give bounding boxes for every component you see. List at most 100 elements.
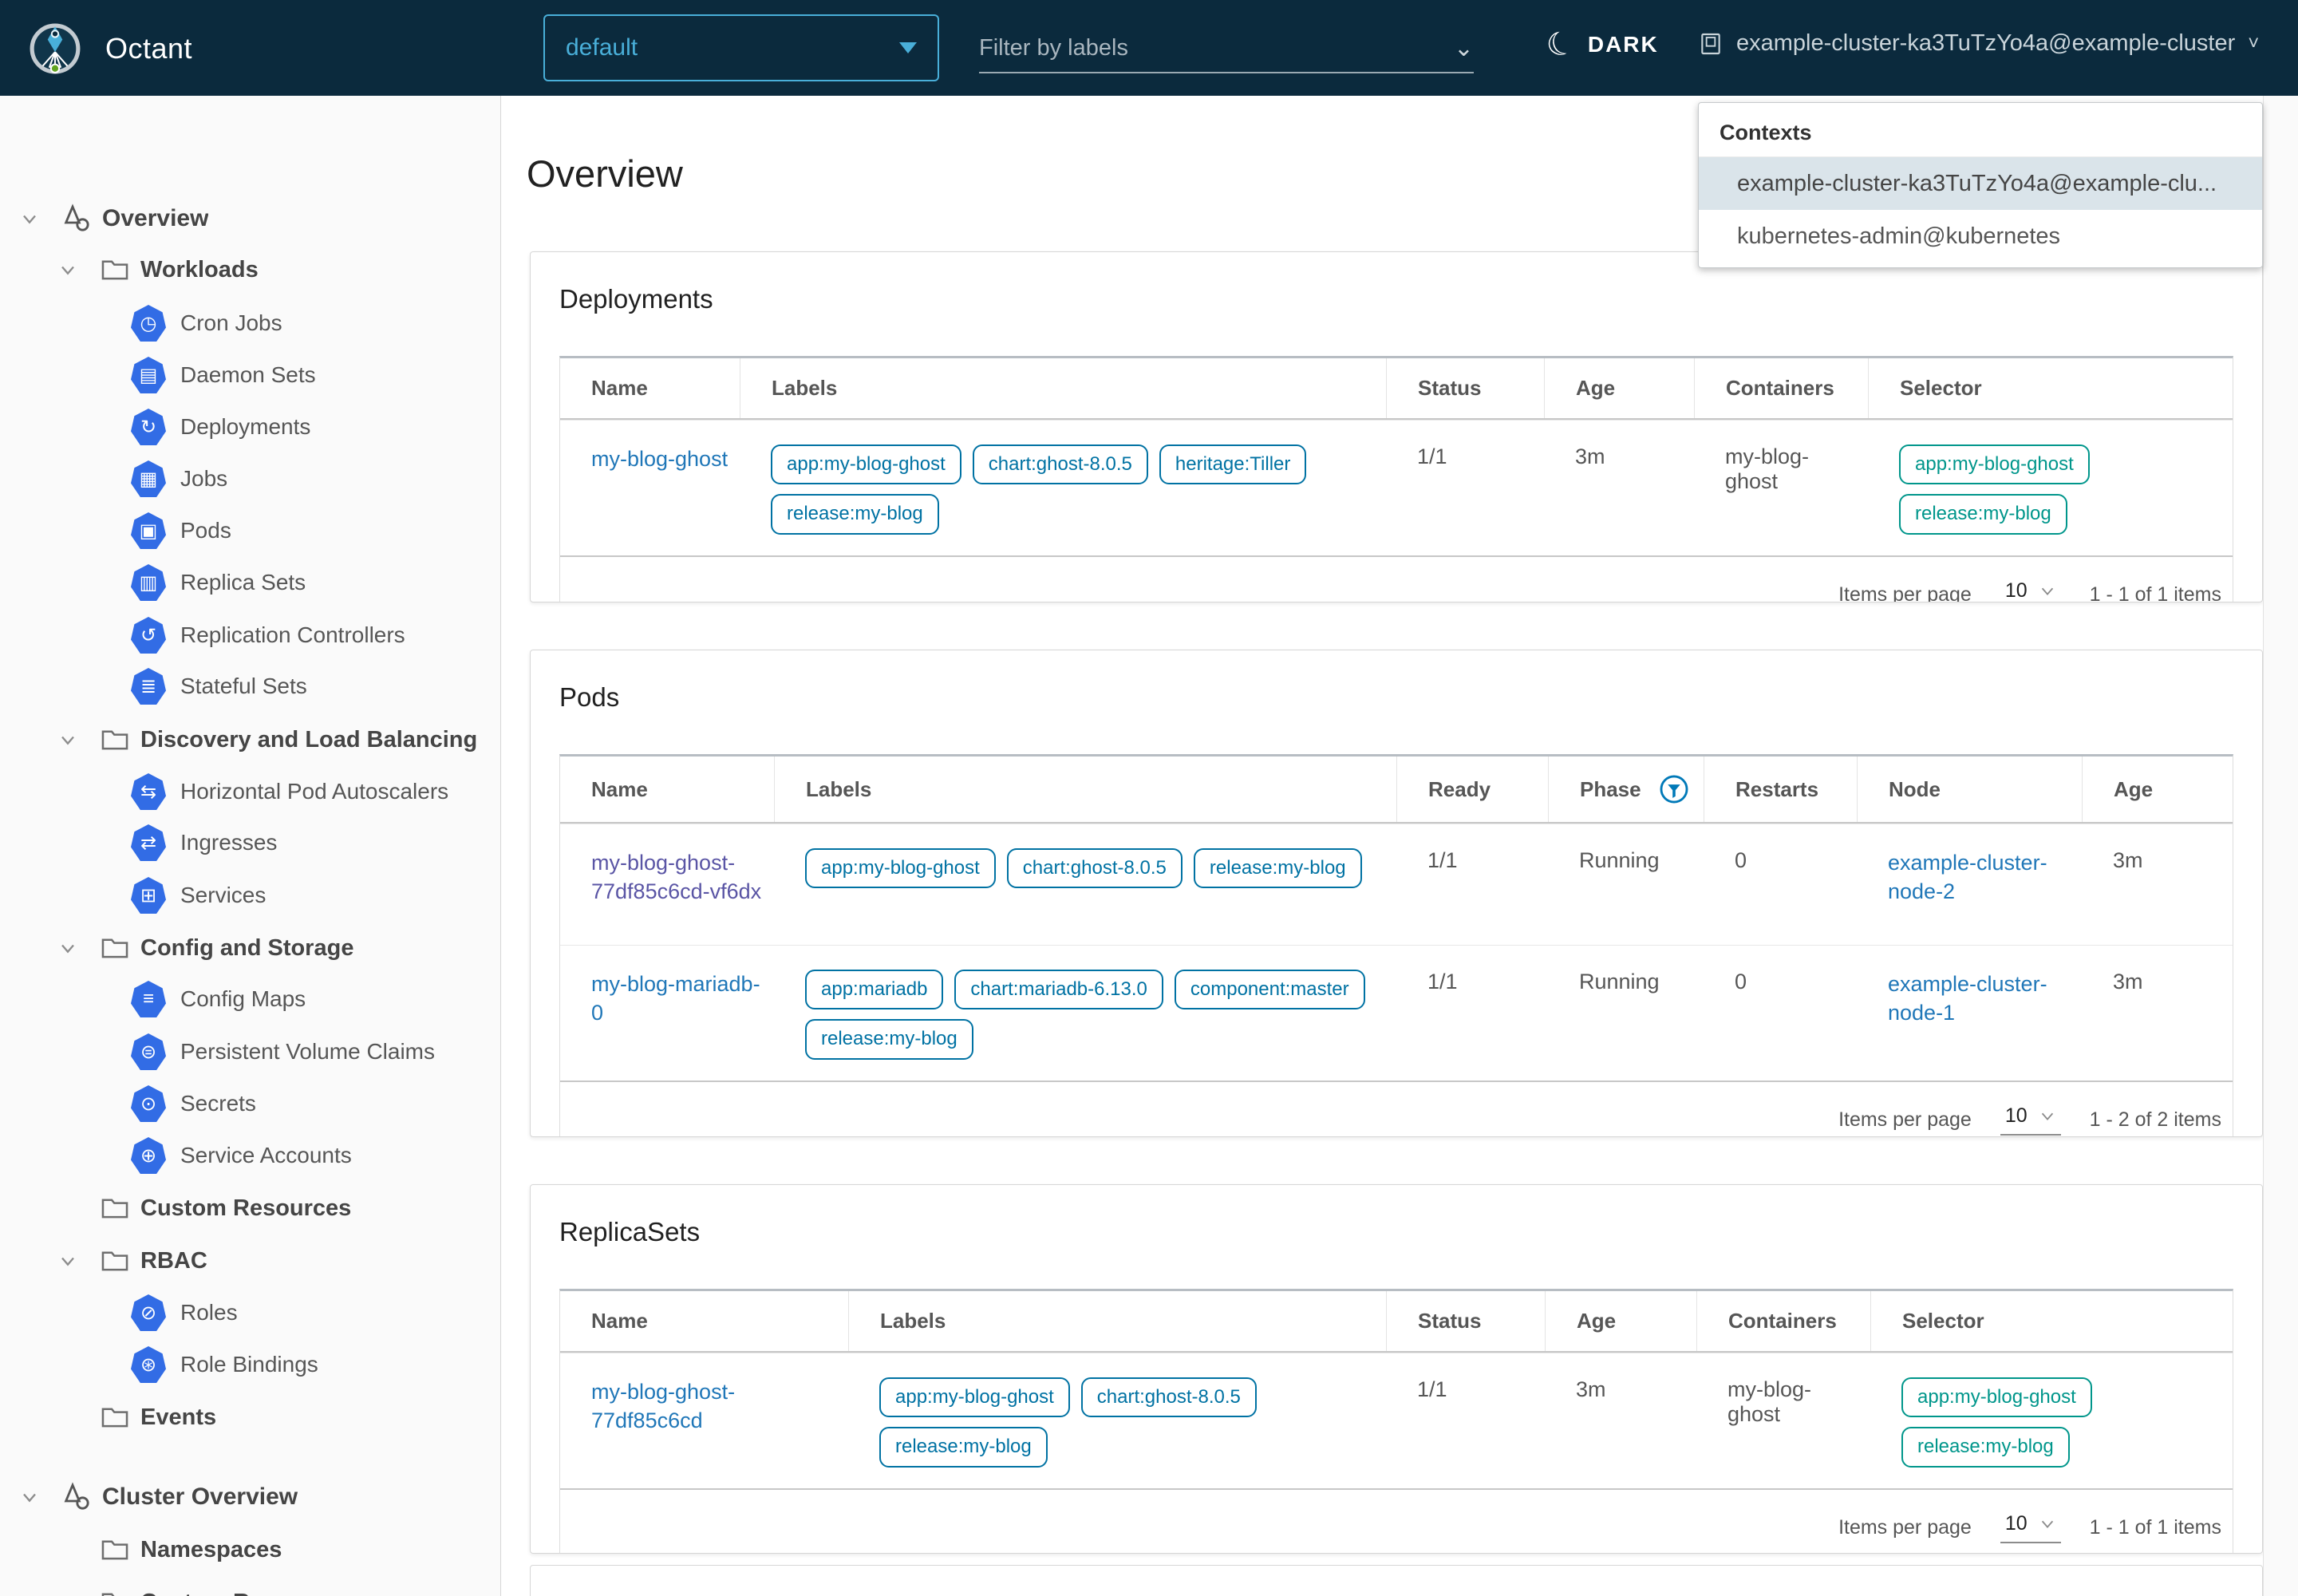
items-per-page-label: Items per page <box>1838 1515 1972 1539</box>
label-filter: ⌄ <box>979 24 1474 73</box>
node-link[interactable]: example-cluster-node-2 <box>1888 851 2047 904</box>
sidebar-item-workloads[interactable]: Workloads <box>0 244 500 295</box>
chevron-down-icon[interactable] <box>56 258 80 282</box>
column-header-status: Status <box>1386 358 1544 418</box>
ingresses-icon: ⇄ <box>131 824 166 861</box>
folder-icon <box>97 1532 132 1567</box>
jobs-icon: ▦ <box>131 460 166 497</box>
label-chip: component:master <box>1174 970 1365 1010</box>
label-chip: release:my-blog <box>805 1019 973 1060</box>
sidebar-item-replica-sets[interactable]: ▥ Replica Sets <box>0 557 500 608</box>
secrets-icon: ⊙ <box>131 1085 166 1122</box>
node-link[interactable]: example-cluster-node-1 <box>1888 972 2047 1025</box>
chevron-down-icon[interactable] <box>56 1590 80 1596</box>
sidebar-item-rbac[interactable]: RBAC <box>0 1235 500 1286</box>
sidebar-item-service-accounts[interactable]: ⊕ Service Accounts <box>0 1130 500 1181</box>
containers-cell: my-blog-ghost <box>1727 1377 1812 1426</box>
chevron-down-icon[interactable] <box>56 936 80 960</box>
table-row: my-blog-ghost app:my-blog-ghost chart:gh… <box>560 420 2233 555</box>
labels-cell: app:my-blog-ghost chart:ghost-8.0.5 rele… <box>774 824 1396 945</box>
replicaset-name-link[interactable]: my-blog-ghost-77df85c6cd <box>591 1380 736 1433</box>
sidebar-item-config-maps[interactable]: ≡ Config Maps <box>0 974 500 1025</box>
chevron-down-icon[interactable] <box>56 1249 80 1273</box>
page-size-select[interactable]: 10 <box>2000 1512 2061 1543</box>
sidebar-item-custom-resources-cluster[interactable]: Custom Resources <box>0 1577 500 1596</box>
containers-cell: my-blog-ghost <box>1725 444 1810 493</box>
sidebar-item-services[interactable]: ⊞ Services <box>0 870 500 921</box>
pod-name-link[interactable]: my-blog-mariadb-0 <box>591 972 760 1025</box>
app-title: Octant <box>105 32 193 65</box>
replicasets-card: ReplicaSets Name Labels Status Age Conta… <box>530 1184 2263 1554</box>
sidebar-item-role-bindings[interactable]: ⊛ Role Bindings <box>0 1339 500 1390</box>
sidebar-item-overview[interactable]: Overview <box>0 193 500 244</box>
replicasets-table: Name Labels Status Age Containers Select… <box>559 1289 2233 1553</box>
context-menu-item[interactable]: example-cluster-ka3TuTzYo4a@example-clu.… <box>1699 157 2262 210</box>
sidebar-item-ingresses[interactable]: ⇄ Ingresses <box>0 817 500 868</box>
sidebar-item-stateful-sets[interactable]: ≣ Stateful Sets <box>0 661 500 712</box>
table-header-row: Name Labels Status Age Containers Select… <box>560 358 2233 420</box>
page-size-select[interactable]: 10 <box>2000 1104 2061 1136</box>
applications-icon <box>59 201 94 236</box>
sidebar-item-persistent-volume-claims[interactable]: ⊜ Persistent Volume Claims <box>0 1026 500 1077</box>
sidebar-item-secrets[interactable]: ⊙ Secrets <box>0 1078 500 1129</box>
namespace-select[interactable]: default <box>543 14 939 81</box>
selector-chip: app:my-blog-ghost <box>1899 444 2090 485</box>
deployments-table: Name Labels Status Age Containers Select… <box>559 356 2233 602</box>
phase-cell: Running <box>1579 970 1660 994</box>
label-chip: chart:ghost-8.0.5 <box>1006 848 1183 889</box>
sidebar-item-deployments[interactable]: ↻ Deployments <box>0 401 500 452</box>
filter-funnel-icon[interactable] <box>1659 774 1689 804</box>
sidebar-item-roles[interactable]: ⊘ Roles <box>0 1287 500 1338</box>
pagination-range: 1 - 1 of 1 items <box>2089 1515 2221 1539</box>
restarts-cell: 0 <box>1735 970 1747 994</box>
chevron-down-icon[interactable]: ⌄ <box>1453 34 1474 61</box>
restarts-cell: 0 <box>1735 848 1747 872</box>
label-chip: chart:ghost-8.0.5 <box>972 444 1148 485</box>
column-header-age: Age <box>2082 757 2233 822</box>
sidebar-item-namespaces[interactable]: Namespaces <box>0 1524 500 1575</box>
deployment-name-link[interactable]: my-blog-ghost <box>591 447 728 471</box>
applications-icon <box>59 1479 94 1515</box>
stateful-sets-icon: ≣ <box>131 668 166 705</box>
folder-icon <box>97 1243 132 1278</box>
pods-table: Name Labels Ready Phase Restarts Node Ag… <box>559 754 2233 1136</box>
age-cell: 3m <box>1576 1377 1606 1401</box>
sidebar-item-replication-controllers[interactable]: ↺ Replication Controllers <box>0 610 500 661</box>
chevron-down-icon[interactable] <box>18 207 41 231</box>
table-row: my-blog-ghost-77df85c6cd-vf6dx app:my-bl… <box>560 824 2233 945</box>
ready-cell: 1/1 <box>1427 970 1458 994</box>
sidebar-item-discovery-and-load-balancing[interactable]: Discovery and Load Balancing <box>0 714 500 765</box>
sidebar-item-config-and-storage[interactable]: Config and Storage <box>0 922 500 974</box>
config-maps-icon: ≡ <box>131 981 166 1017</box>
sidebar-item-horizontal-pod-autoscalers[interactable]: ⇆ Horizontal Pod Autoscalers <box>0 766 500 817</box>
pod-name-link[interactable]: my-blog-ghost-77df85c6cd-vf6dx <box>591 851 762 904</box>
chevron-down-icon[interactable] <box>56 728 80 752</box>
column-header-ready: Ready <box>1396 757 1548 822</box>
sidebar-item-events[interactable]: Events <box>0 1392 500 1443</box>
right-gutter <box>2263 96 2298 1596</box>
column-header-name: Name <box>591 376 648 400</box>
column-header-age: Age <box>1544 358 1694 418</box>
theme-toggle[interactable]: ☾ DARK <box>1542 24 1659 66</box>
theme-toggle-label: DARK <box>1587 32 1659 57</box>
selector-cell: app:my-blog-ghost release:my-blog <box>1870 1353 2233 1488</box>
sidebar-item-cluster-overview[interactable]: Cluster Overview <box>0 1472 500 1523</box>
sidebar-item-daemon-sets[interactable]: ▤ Daemon Sets <box>0 350 500 401</box>
page-size-select[interactable]: 10 <box>2000 579 2061 602</box>
deployments-card: Deployments Name Labels Status Age Conta… <box>530 251 2263 602</box>
deployments-card-title: Deployments <box>559 284 713 314</box>
context-menu-item[interactable]: kubernetes-admin@kubernetes <box>1737 223 2061 249</box>
daemon-sets-icon: ▤ <box>131 357 166 393</box>
chevron-down-icon[interactable] <box>18 1485 41 1509</box>
context-switcher[interactable]: example-cluster-ka3TuTzYo4a@example-clus… <box>1698 30 2259 57</box>
label-chip: app:mariadb <box>805 970 944 1010</box>
column-header-node: Node <box>1857 757 2082 822</box>
sidebar-item-cron-jobs[interactable]: ◷ Cron Jobs <box>0 298 500 349</box>
replication-controllers-icon: ↺ <box>131 617 166 654</box>
label-filter-input[interactable] <box>979 34 1446 61</box>
sidebar-item-pods[interactable]: ▣ Pods <box>0 505 500 556</box>
pods-icon: ▣ <box>131 512 166 549</box>
sidebar-item-jobs[interactable]: ▦ Jobs <box>0 453 500 504</box>
chevron-down-icon <box>2041 587 2053 596</box>
sidebar-item-custom-resources[interactable]: Custom Resources <box>0 1183 500 1234</box>
